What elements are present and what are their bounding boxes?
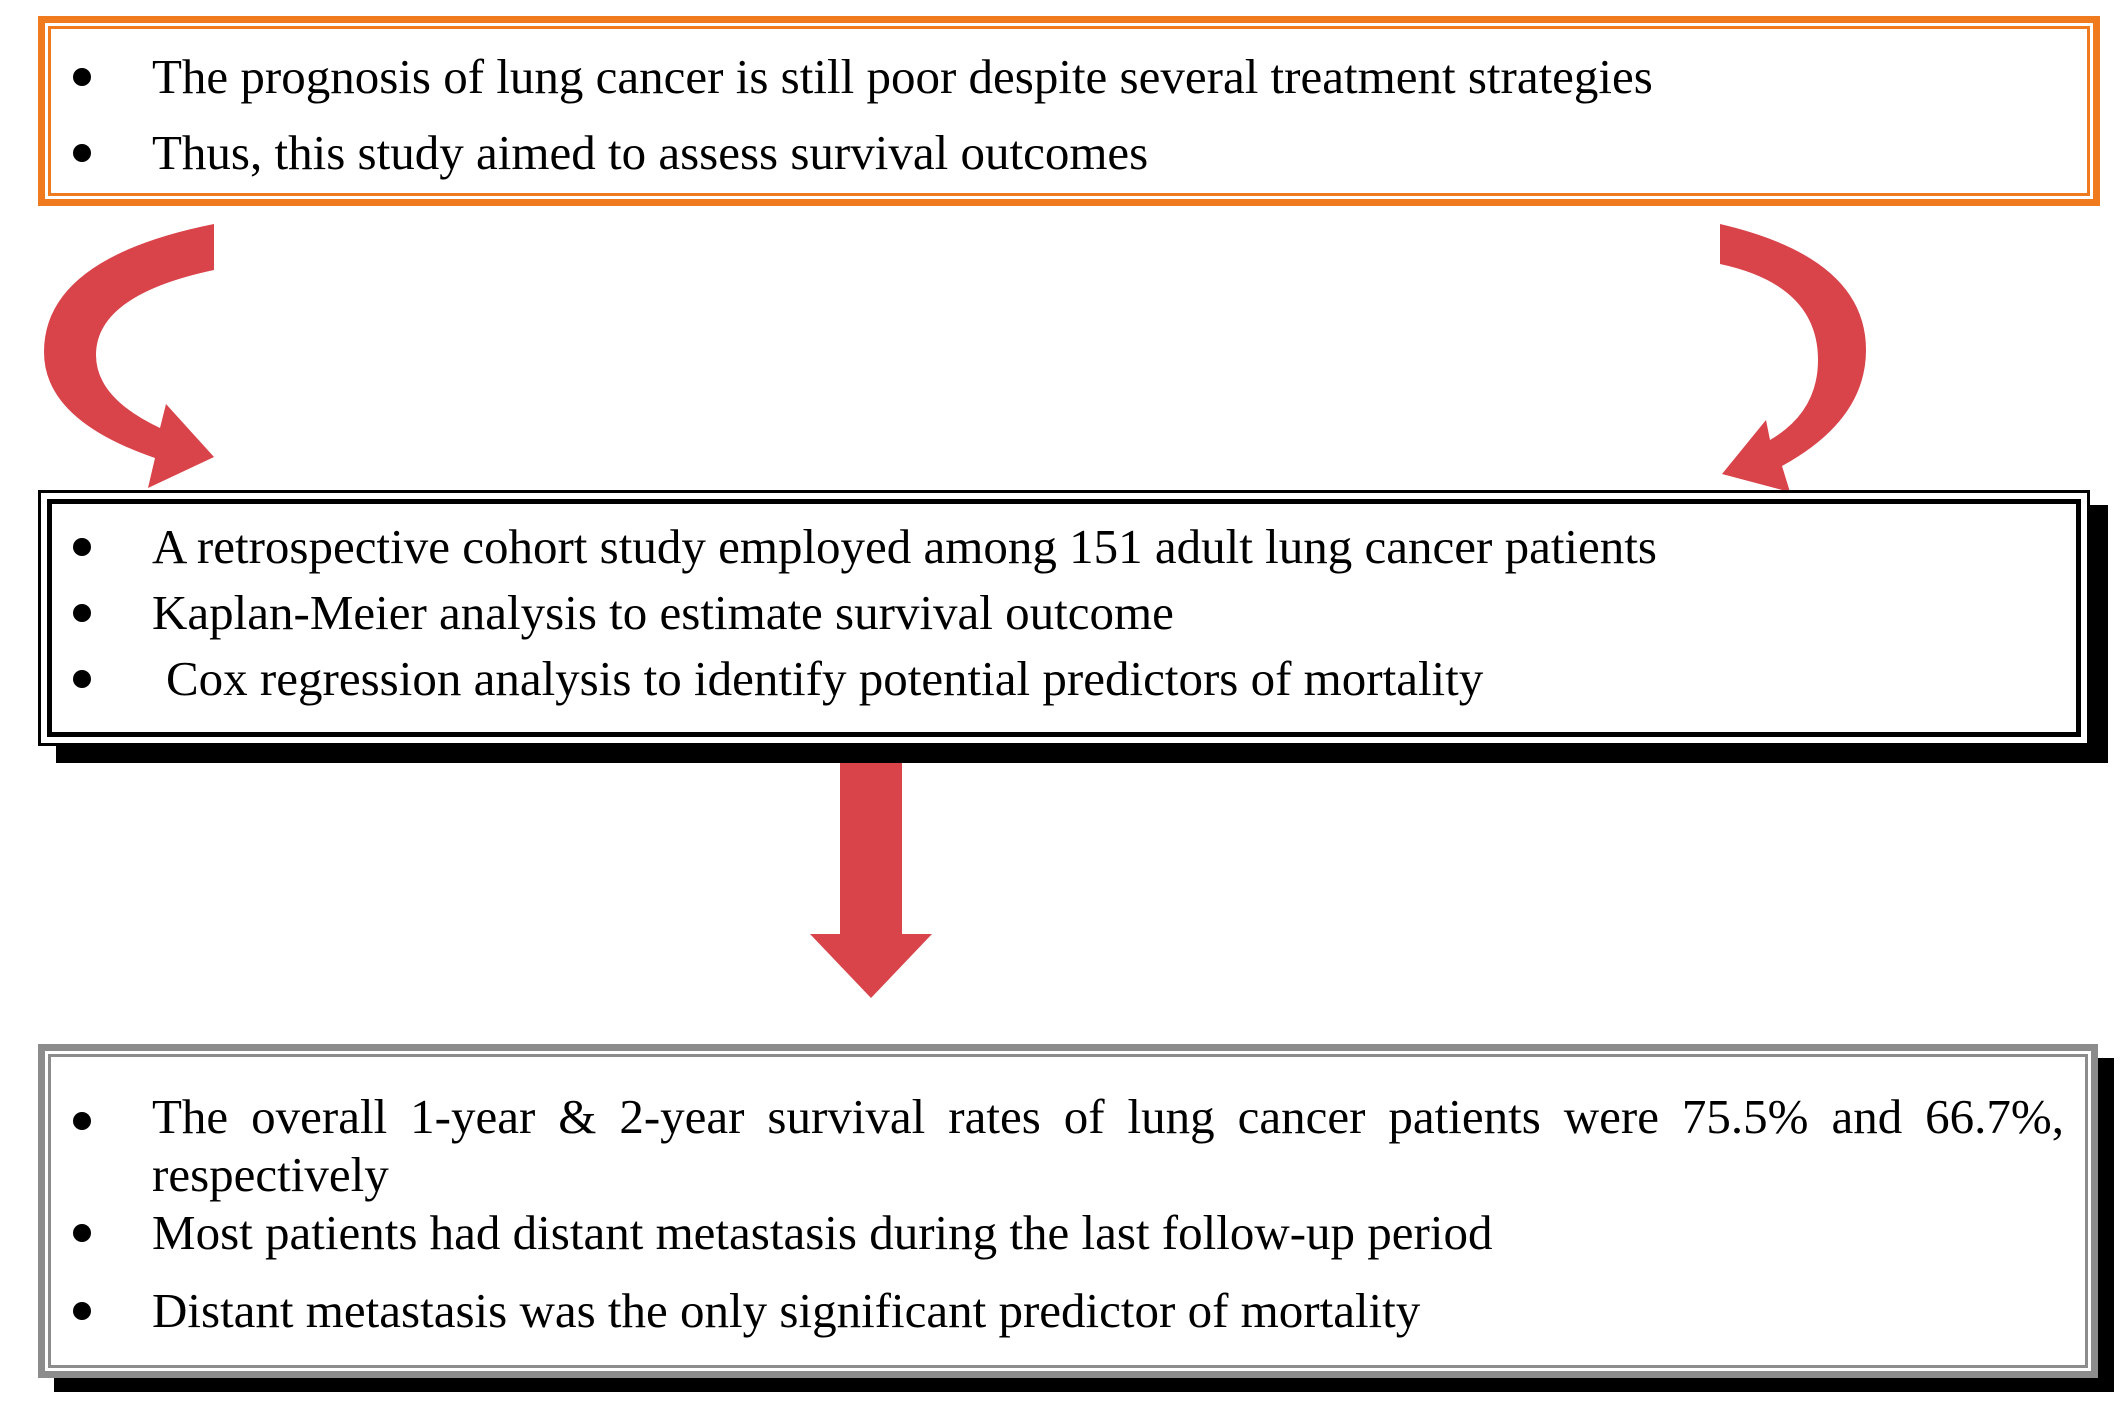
curved-arrow-left-icon bbox=[44, 224, 214, 488]
background-box bbox=[38, 16, 2100, 206]
down-arrow-icon bbox=[810, 746, 932, 998]
results-box bbox=[38, 1044, 2098, 1378]
results-box-inner-border bbox=[48, 1054, 2088, 1368]
methods-list: A retrospective cohort study employed am… bbox=[73, 519, 1657, 720]
list-item-text: Thus, this study aimed to assess surviva… bbox=[152, 125, 1149, 180]
bullet-icon bbox=[73, 1224, 91, 1242]
list-item-text: Kaplan-Meier analysis to estimate surviv… bbox=[152, 585, 1174, 640]
list-item-text: Cox regression analysis to identify pote… bbox=[166, 651, 1484, 706]
list-item-text: The prognosis of lung cancer is still po… bbox=[152, 49, 1653, 104]
bullet-icon bbox=[73, 670, 91, 688]
bullet-icon bbox=[73, 144, 91, 162]
bullet-icon bbox=[73, 604, 91, 622]
list-item-text: The overall 1-year & 2-year survival rat… bbox=[152, 1089, 2064, 1202]
curved-arrow-right-icon bbox=[1720, 224, 1866, 492]
list-item: Cox regression analysis to identify pote… bbox=[73, 651, 1657, 720]
list-item-text: Most patients had distant metastasis dur… bbox=[152, 1205, 1493, 1260]
list-item: Thus, this study aimed to assess surviva… bbox=[73, 125, 1653, 204]
bullet-icon bbox=[73, 68, 91, 86]
list-item-text: Distant metastasis was the only signific… bbox=[152, 1283, 1421, 1338]
list-item: Kaplan-Meier analysis to estimate surviv… bbox=[73, 585, 1657, 654]
list-item-text: A retrospective cohort study employed am… bbox=[152, 519, 1657, 574]
results-list: The overall 1-year & 2-year survival rat… bbox=[73, 1088, 2064, 1364]
list-item: The overall 1-year & 2-year survival rat… bbox=[73, 1088, 2064, 1208]
bullet-icon bbox=[73, 538, 91, 556]
list-item: Distant metastasis was the only signific… bbox=[73, 1283, 2064, 1364]
bullet-icon bbox=[73, 1112, 91, 1130]
list-item: A retrospective cohort study employed am… bbox=[73, 519, 1657, 588]
methods-box-inner-border bbox=[47, 499, 2081, 737]
background-list: The prognosis of lung cancer is still po… bbox=[73, 49, 1653, 204]
methods-box bbox=[38, 490, 2090, 746]
list-item: The prognosis of lung cancer is still po… bbox=[73, 49, 1653, 128]
background-box-inner-border bbox=[48, 26, 2090, 196]
list-item: Most patients had distant metastasis dur… bbox=[73, 1205, 2064, 1286]
bullet-icon bbox=[73, 1302, 91, 1320]
